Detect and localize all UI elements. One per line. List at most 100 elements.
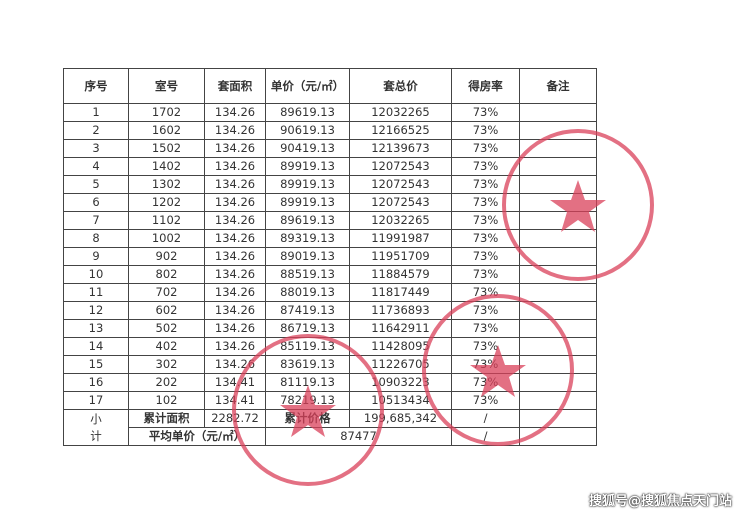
table-cell: 134.26 [204,103,266,122]
table-cell: 11991987 [349,229,452,248]
table-cell: 11817449 [349,283,452,302]
table-cell: 1602 [128,121,205,140]
table-cell: 89919.13 [265,175,350,194]
column-header: 备注 [519,68,597,104]
table-cell: 12 [63,301,129,320]
table-cell: 73% [451,283,520,302]
table-cell: 89619.13 [265,211,350,230]
table-cell: 78219.13 [265,391,350,410]
table-cell: 302 [128,355,205,374]
table-cell: 7 [63,211,129,230]
table-cell [519,301,597,320]
table-cell: 6 [63,193,129,212]
table-cell: 1402 [128,157,205,176]
table-cell [519,103,597,122]
table-cell: 134.26 [204,121,266,140]
summary-row-2: 平均单价（元/㎡） 87477 / [64,427,597,446]
table-cell: 4 [63,157,129,176]
table-cell: 73% [451,391,520,410]
table-cell: 202 [128,373,205,392]
table-row: 6 1202 134.26 89919.13 12072543 73% [63,193,597,212]
table-cell: 88019.13 [265,283,350,302]
table-cell: 85119.13 [265,337,350,356]
table-row: 2 1602 134.26 90619.13 12166525 73% [63,121,597,140]
table-cell [519,355,597,374]
table-row: 3 1502 134.26 90419.13 12139673 73% [63,139,597,158]
table-cell: 1 [63,103,129,122]
table-cell: 11884579 [349,265,452,284]
table-row: 13 502 134.26 86719.13 11642911 73% [63,319,597,338]
table-cell: 134.26 [204,319,266,338]
table-cell: 3 [63,139,129,158]
table-cell: 90619.13 [265,121,350,140]
table-cell: 10 [63,265,129,284]
table-cell: 90419.13 [265,139,350,158]
table-cell: 10903223 [349,373,452,392]
table-cell: 10513434 [349,391,452,410]
table-cell: 902 [128,247,205,266]
column-header: 套总价 [349,68,452,104]
summary-label: 小计 [63,409,129,446]
total-area: 2282.72 [204,409,266,428]
table-cell: 1302 [128,175,205,194]
table-row: 11 702 134.26 88019.13 11817449 73% [63,283,597,302]
table-cell: 73% [451,103,520,122]
table-cell: 102 [128,391,205,410]
header-row: 序号 室号 套面积 单价（元/㎡） 套总价 得房率 备注 [63,68,597,104]
table-cell [519,121,597,140]
table-cell: 11226705 [349,355,452,374]
table-cell: 134.26 [204,247,266,266]
table-cell: 1102 [128,211,205,230]
table-cell: 73% [451,175,520,194]
table-cell: 83619.13 [265,355,350,374]
table-cell: 12139673 [349,139,452,158]
table-cell: 81119.13 [265,373,350,392]
table-cell: 134.26 [204,157,266,176]
table-row: 1 1702 134.26 89619.13 12032265 73% [63,103,597,122]
table-cell: 17 [63,391,129,410]
table-row: 9 902 134.26 89019.13 11951709 73% [63,247,597,266]
table-cell: 134.26 [204,355,266,374]
table-cell: 1002 [128,229,205,248]
table-cell: 73% [451,157,520,176]
column-header: 室号 [128,68,205,104]
table-row: 16 202 134.41 81119.13 10903223 73% [63,373,597,392]
table-cell [519,157,597,176]
total-price: 199,685,342 [349,409,452,428]
table-cell [519,283,597,302]
table-cell: 5 [63,175,129,194]
table-cell: 134.26 [204,175,266,194]
table-cell: 134.26 [204,301,266,320]
table-cell: 16 [63,373,129,392]
table-cell: 134.41 [204,373,266,392]
avg-price: 87477 [265,427,452,446]
table-cell: 2 [63,121,129,140]
table-cell: 134.26 [204,193,266,212]
table-row: 17 102 134.41 78219.13 10513434 73% [63,391,597,410]
avg-price-label: 平均单价（元/㎡） [128,427,266,446]
table-cell [519,193,597,212]
table-cell [519,175,597,194]
watermark: 搜狐号@搜狐焦点天门站 [588,494,732,509]
table-cell: 73% [451,265,520,284]
table-cell: 134.41 [204,391,266,410]
table-cell: 89619.13 [265,103,350,122]
table-cell: 73% [451,139,520,158]
table-row: 12 602 134.26 87419.13 11736893 73% [63,301,597,320]
column-header: 序号 [63,68,129,104]
table-cell: 73% [451,301,520,320]
table-cell: 73% [451,211,520,230]
table-cell [519,373,597,392]
table-cell: 86719.13 [265,319,350,338]
table-row: 7 1102 134.26 89619.13 12032265 73% [63,211,597,230]
table-cell [519,247,597,266]
table-cell: 702 [128,283,205,302]
table-cell: 73% [451,337,520,356]
table-cell: 73% [451,121,520,140]
table-row: 15 302 134.26 83619.13 11226705 73% [63,355,597,374]
table-cell: 802 [128,265,205,284]
table-cell: 88519.13 [265,265,350,284]
table-cell: 11428095 [349,337,452,356]
table-cell: 134.26 [204,337,266,356]
column-header: 套面积 [204,68,266,104]
